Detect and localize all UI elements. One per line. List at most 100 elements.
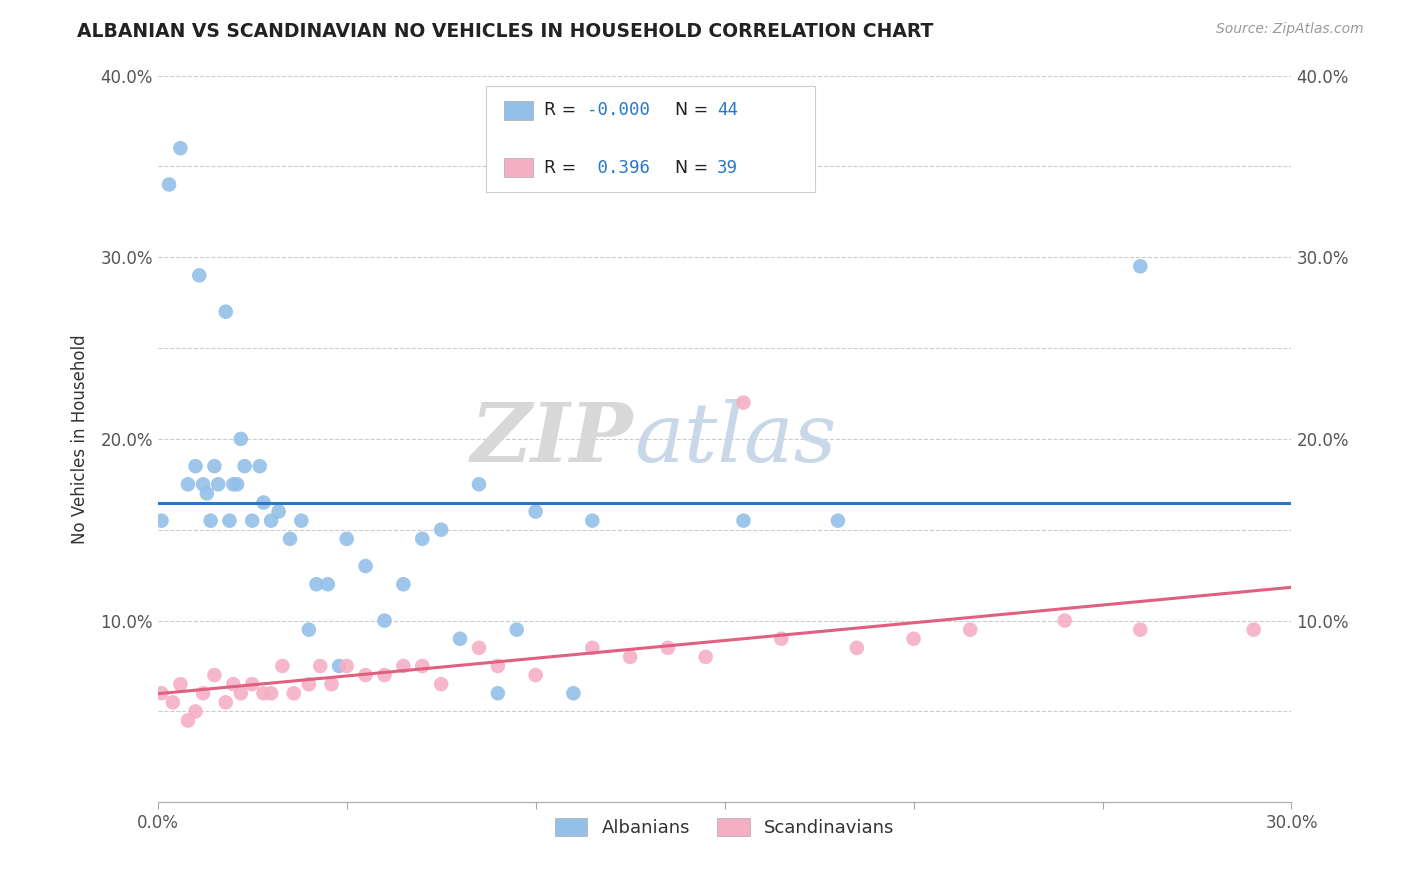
Point — [240, 677, 263, 691]
Point — [252, 686, 274, 700]
Point — [486, 659, 509, 673]
Text: -0.000: -0.000 — [588, 102, 651, 120]
Point — [581, 640, 603, 655]
Point — [524, 668, 547, 682]
Point — [1129, 623, 1152, 637]
Point — [845, 640, 868, 655]
Point — [1053, 614, 1076, 628]
Point — [150, 686, 173, 700]
Point — [222, 477, 245, 491]
Point — [226, 477, 249, 491]
Point — [733, 395, 755, 409]
Point — [354, 559, 377, 574]
Point — [430, 523, 453, 537]
Point — [271, 659, 294, 673]
Text: 44: 44 — [717, 102, 738, 120]
Point — [202, 668, 225, 682]
Point — [184, 459, 207, 474]
Point — [233, 459, 256, 474]
FancyBboxPatch shape — [486, 87, 815, 192]
Point — [336, 532, 359, 546]
Point — [252, 495, 274, 509]
Point — [468, 640, 491, 655]
Point — [260, 514, 283, 528]
Point — [191, 477, 214, 491]
Point — [354, 668, 377, 682]
Point — [298, 677, 321, 691]
Point — [215, 304, 238, 318]
Text: 0.396: 0.396 — [588, 159, 651, 177]
Text: ALBANIAN VS SCANDINAVIAN NO VEHICLES IN HOUSEHOLD CORRELATION CHART: ALBANIAN VS SCANDINAVIAN NO VEHICLES IN … — [77, 22, 934, 41]
Point — [959, 623, 981, 637]
Point — [249, 459, 271, 474]
Point — [222, 677, 245, 691]
Point — [215, 695, 238, 709]
Point — [200, 514, 222, 528]
Point — [1129, 260, 1152, 274]
Point — [218, 514, 240, 528]
Text: N =: N = — [675, 102, 713, 120]
Point — [336, 659, 359, 673]
Point — [581, 514, 603, 528]
Point — [188, 268, 211, 283]
Point — [169, 141, 191, 155]
Point — [695, 649, 717, 664]
Point — [290, 514, 312, 528]
Point — [468, 477, 491, 491]
Point — [430, 677, 453, 691]
Point — [229, 432, 252, 446]
Text: R =: R = — [544, 102, 582, 120]
Point — [733, 514, 755, 528]
Y-axis label: No Vehicles in Household: No Vehicles in Household — [72, 334, 89, 544]
Point — [169, 677, 191, 691]
Point — [229, 686, 252, 700]
Point — [298, 623, 321, 637]
Point — [157, 178, 180, 192]
Point — [184, 705, 207, 719]
Text: R =: R = — [544, 159, 582, 177]
Text: ZIP: ZIP — [471, 399, 634, 479]
Point — [827, 514, 849, 528]
Point — [657, 640, 679, 655]
Legend: Albanians, Scandinavians: Albanians, Scandinavians — [547, 810, 901, 844]
Point — [619, 649, 641, 664]
Text: N =: N = — [675, 159, 713, 177]
Point — [524, 505, 547, 519]
Point — [177, 714, 200, 728]
Point — [903, 632, 925, 646]
Point — [191, 686, 214, 700]
Point — [316, 577, 339, 591]
Point — [562, 686, 585, 700]
Point — [373, 614, 395, 628]
Point — [177, 477, 200, 491]
Point — [486, 686, 509, 700]
Point — [373, 668, 395, 682]
Point — [278, 532, 301, 546]
Point — [309, 659, 332, 673]
Point — [207, 477, 229, 491]
Point — [506, 623, 529, 637]
Text: 39: 39 — [717, 159, 738, 177]
Point — [328, 659, 350, 673]
FancyBboxPatch shape — [503, 159, 533, 178]
Text: atlas: atlas — [634, 399, 837, 479]
Point — [411, 659, 433, 673]
Point — [770, 632, 793, 646]
Point — [267, 505, 290, 519]
Point — [283, 686, 305, 700]
Point — [321, 677, 343, 691]
Point — [162, 695, 184, 709]
Text: Source: ZipAtlas.com: Source: ZipAtlas.com — [1216, 22, 1364, 37]
Point — [150, 514, 173, 528]
Point — [202, 459, 225, 474]
Point — [260, 686, 283, 700]
Point — [449, 632, 471, 646]
Point — [240, 514, 263, 528]
Point — [305, 577, 328, 591]
Point — [392, 659, 415, 673]
Point — [392, 577, 415, 591]
Point — [195, 486, 218, 500]
Point — [1243, 623, 1265, 637]
Point — [411, 532, 433, 546]
FancyBboxPatch shape — [503, 101, 533, 120]
